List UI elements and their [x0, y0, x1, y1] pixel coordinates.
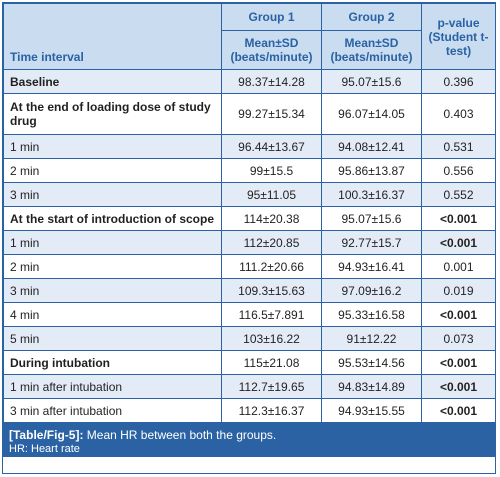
group1-value: 99.27±15.34	[221, 93, 322, 135]
row-label: 4 min	[3, 302, 222, 327]
p-value: 0.403	[421, 93, 496, 135]
caption-abbreviation: HR: Heart rate	[9, 443, 80, 455]
row-label: 1 min	[3, 134, 222, 159]
group2-value: 95.53±14.56	[321, 350, 422, 375]
caption-text: Mean HR between both the groups.	[83, 428, 277, 442]
p-value: 0.556	[421, 158, 496, 183]
group2-value: 96.07±14.05	[321, 93, 422, 135]
group2-value: 97.09±16.2	[321, 278, 422, 303]
p-value: 0.019	[421, 278, 496, 303]
row-label: 3 min	[3, 278, 222, 303]
p-value: <0.001	[421, 374, 496, 399]
header-group1-unit: Mean±SD (beats/minute)	[221, 30, 322, 70]
row-label: 1 min	[3, 230, 222, 255]
table-figure: Time interval Group 1 Group 2 p-value (S…	[2, 2, 496, 474]
header-pvalue: p-value (Student t-test)	[421, 3, 496, 70]
header-group2: Group 2	[321, 3, 422, 31]
header-group1: Group 1	[221, 3, 322, 31]
header-group2-unit: Mean±SD (beats/minute)	[321, 30, 422, 70]
group2-value: 92.77±15.7	[321, 230, 422, 255]
p-value: <0.001	[421, 206, 496, 231]
group1-value: 112±20.85	[221, 230, 322, 255]
group1-value: 109.3±15.63	[221, 278, 322, 303]
group1-value: 112.7±19.65	[221, 374, 322, 399]
row-label: 1 min after intubation	[3, 374, 222, 399]
group1-value: 99±15.5	[221, 158, 322, 183]
p-value: <0.001	[421, 350, 496, 375]
row-label: 2 min	[3, 254, 222, 279]
group1-value: 115±21.08	[221, 350, 322, 375]
table-row: At the start of introduction of scope 114…	[3, 206, 496, 231]
group2-value: 91±12.22	[321, 326, 422, 351]
row-label: 2 min	[3, 158, 222, 183]
table-row: 1 min after intubation 112.7±19.65 94.83±1…	[3, 374, 496, 399]
table-row: Baseline 98.37±14.28 95.07±15.6 0.396	[3, 69, 496, 94]
table-row: 2 min 99±15.5 95.86±13.87 0.556	[3, 158, 496, 183]
table-row: During intubation 115±21.08 95.53±14.56 <0.…	[3, 350, 496, 375]
group2-value: 94.83±14.89	[321, 374, 422, 399]
group1-value: 96.44±13.67	[221, 134, 322, 159]
group1-value: 103±16.22	[221, 326, 322, 351]
p-value: 0.001	[421, 254, 496, 279]
header-time-interval: Time interval	[3, 3, 222, 70]
group1-value: 116.5±7.891	[221, 302, 322, 327]
caption-tag: [Table/Fig-5]:	[9, 428, 84, 442]
p-value: 0.396	[421, 69, 496, 94]
table-row: 4 min 116.5±7.891 95.33±16.58 <0.001	[3, 302, 496, 327]
group2-value: 95.07±15.6	[321, 206, 422, 231]
group2-value: 94.93±15.55	[321, 398, 422, 423]
table-row: 5 min 103±16.22 91±12.22 0.073	[3, 326, 496, 351]
p-value: 0.552	[421, 182, 496, 207]
row-label: 3 min after intubation	[3, 398, 222, 423]
group1-value: 111.2±20.66	[221, 254, 322, 279]
table-row: 2 min 111.2±20.66 94.93±16.41 0.001	[3, 254, 496, 279]
row-label: 3 min	[3, 182, 222, 207]
row-label: During intubation	[3, 350, 222, 375]
group1-value: 112.3±16.37	[221, 398, 322, 423]
p-value: 0.531	[421, 134, 496, 159]
group2-value: 95.07±15.6	[321, 69, 422, 94]
table-caption: [Table/Fig-5]: Mean HR between both the …	[3, 423, 495, 457]
table-body: Baseline 98.37±14.28 95.07±15.6 0.396 At the…	[3, 69, 496, 423]
p-value: 0.073	[421, 326, 496, 351]
table-row: 3 min after intubation 112.3±16.37 94.93±1…	[3, 398, 496, 423]
group1-value: 114±20.38	[221, 206, 322, 231]
group1-value: 95±11.05	[221, 182, 322, 207]
table-row: 1 min 96.44±13.67 94.08±12.41 0.531	[3, 134, 496, 159]
group2-value: 95.33±16.58	[321, 302, 422, 327]
group2-value: 100.3±16.37	[321, 182, 422, 207]
row-label: At the start of introduction of scope	[3, 206, 222, 231]
table-row: 3 min 109.3±15.63 97.09±16.2 0.019	[3, 278, 496, 303]
row-label: At the end of loading dose of study drug	[3, 93, 222, 135]
table-row: 3 min 95±11.05 100.3±16.37 0.552	[3, 182, 496, 207]
group2-value: 94.08±12.41	[321, 134, 422, 159]
group2-value: 95.86±13.87	[321, 158, 422, 183]
row-label: 5 min	[3, 326, 222, 351]
p-value: <0.001	[421, 230, 496, 255]
row-label: Baseline	[3, 69, 222, 94]
group1-value: 98.37±14.28	[221, 69, 322, 94]
p-value: <0.001	[421, 302, 496, 327]
table-row: At the end of loading dose of study drug…	[3, 93, 496, 135]
p-value: <0.001	[421, 398, 496, 423]
group2-value: 94.93±16.41	[321, 254, 422, 279]
table-row: 1 min 112±20.85 92.77±15.7 <0.001	[3, 230, 496, 255]
heart-rate-table: Time interval Group 1 Group 2 p-value (S…	[3, 3, 496, 423]
